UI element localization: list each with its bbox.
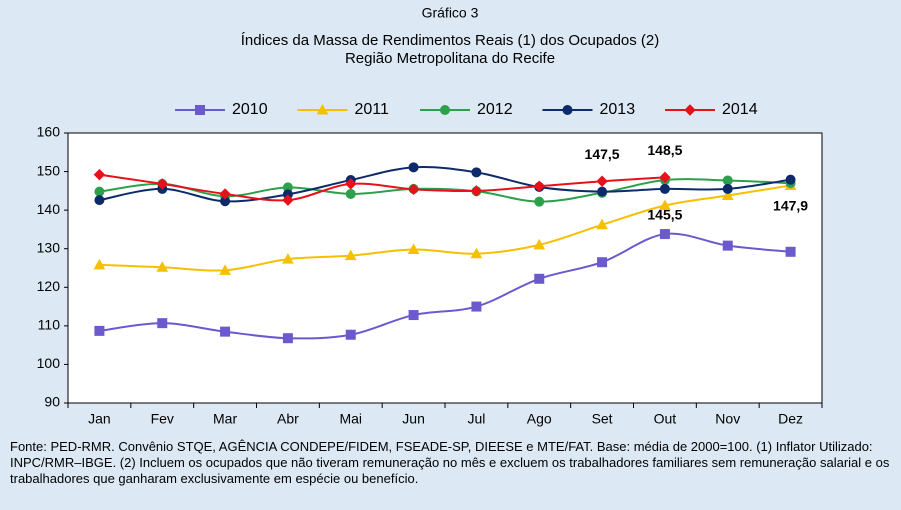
x-tick-label: Out <box>654 411 677 427</box>
marker <box>156 261 169 272</box>
marker <box>93 258 106 270</box>
x-tick-label: Mai <box>339 411 362 427</box>
marker <box>721 189 734 200</box>
marker <box>156 178 168 190</box>
series-line <box>99 173 665 202</box>
marker <box>316 103 329 115</box>
marker <box>94 325 105 336</box>
marker <box>785 174 796 185</box>
marker <box>219 188 231 200</box>
data-label: 148,5 <box>647 142 682 158</box>
marker <box>195 105 205 115</box>
marker <box>534 273 545 284</box>
marker <box>534 196 545 207</box>
marker <box>659 199 671 211</box>
chart-title: Gráfico 3 <box>422 5 479 21</box>
marker <box>408 310 419 321</box>
source-note: Fonte: PED-RMR. Convênio STQE, AGÊNCIA C… <box>10 439 890 486</box>
marker <box>597 186 608 197</box>
y-tick-label: 110 <box>38 317 61 333</box>
x-tick-label: Mar <box>213 411 237 427</box>
marker <box>407 183 420 196</box>
marker <box>470 247 483 259</box>
y-tick-label: 140 <box>37 201 61 217</box>
x-tick-label: Fev <box>151 411 174 427</box>
marker <box>282 333 293 344</box>
marker <box>533 238 546 250</box>
legend-label: 2011 <box>355 101 390 118</box>
data-label: 147,5 <box>585 146 620 162</box>
marker <box>596 218 608 230</box>
marker <box>345 188 356 199</box>
y-tick-label: 150 <box>37 162 61 178</box>
marker <box>93 168 106 181</box>
marker <box>408 162 419 173</box>
marker <box>94 195 105 206</box>
marker <box>157 318 168 329</box>
marker <box>219 264 231 275</box>
marker <box>533 180 545 192</box>
x-tick-label: Dez <box>778 411 803 427</box>
marker <box>659 229 670 240</box>
x-tick-label: Set <box>592 411 613 427</box>
legend-label: 2014 <box>722 101 758 118</box>
marker <box>440 105 450 115</box>
legend-label: 2012 <box>477 101 513 118</box>
legend-label: 2010 <box>232 101 268 118</box>
chart: Gráfico 3 Índices da Massa de Rendimento… <box>37 5 823 427</box>
x-tick-label: Jan <box>88 411 111 427</box>
marker <box>722 240 733 251</box>
y-tick-label: 100 <box>37 355 61 371</box>
marker <box>471 301 482 312</box>
plot-area <box>67 132 823 404</box>
marker <box>597 257 608 268</box>
marker <box>722 175 733 186</box>
x-tick-label: Jul <box>467 411 485 427</box>
chart-subtitle: Índices da Massa de Rendimentos Reais (1… <box>241 32 660 49</box>
marker <box>596 175 608 187</box>
marker <box>407 243 420 254</box>
data-label: 145,5 <box>647 207 682 223</box>
marker <box>684 104 696 116</box>
marker <box>94 186 105 197</box>
marker <box>562 105 573 115</box>
x-tick-label: Nov <box>715 411 740 427</box>
y-tick-label: 90 <box>44 394 60 410</box>
x-tick-label: Ago <box>527 411 552 427</box>
y-tick-label: 120 <box>37 278 61 294</box>
marker <box>345 178 357 190</box>
x-tick-label: Jun <box>402 411 425 427</box>
marker <box>659 171 671 184</box>
marker <box>471 167 482 178</box>
marker <box>282 253 294 264</box>
marker <box>785 246 796 257</box>
marker <box>345 329 356 340</box>
marker <box>659 183 670 194</box>
marker <box>282 194 294 206</box>
chart-subtitle: Região Metropolitana do Recife <box>345 50 555 67</box>
x-tick-label: Abr <box>277 411 299 427</box>
marker <box>470 185 483 197</box>
y-tick-label: 130 <box>37 239 61 255</box>
legend-label: 2013 <box>600 101 636 118</box>
marker <box>722 183 733 194</box>
marker <box>220 326 231 337</box>
data-label: 147,9 <box>773 197 808 213</box>
y-tick-label: 160 <box>37 124 61 140</box>
marker <box>344 249 357 261</box>
